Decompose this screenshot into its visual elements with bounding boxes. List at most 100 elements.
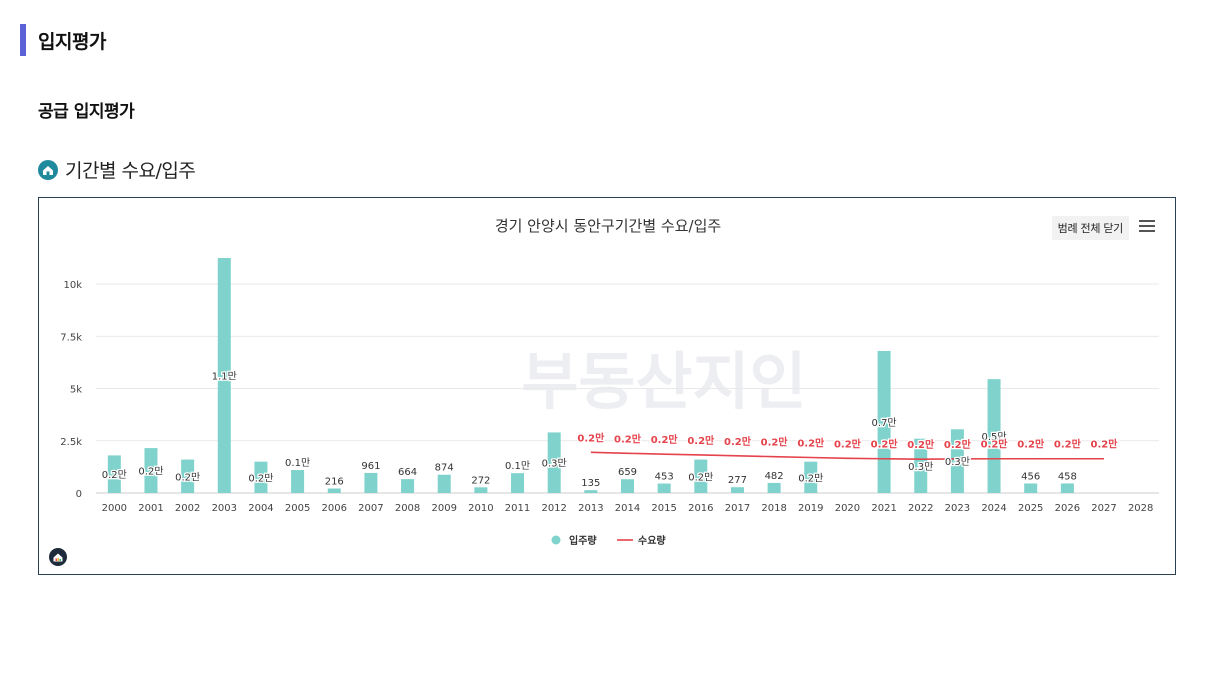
x-tick-label: 2019 [798,503,823,514]
bar[interactable] [730,487,744,493]
x-tick-label: 2014 [615,503,640,514]
x-tick-label: 2009 [431,503,456,514]
x-tick-label: 2020 [835,503,860,514]
bar[interactable] [1024,483,1038,493]
legend-marker-bar[interactable] [551,535,561,545]
bar[interactable] [327,488,341,493]
bar[interactable] [474,487,488,493]
bar-data-label: 453 [655,472,674,483]
bar[interactable] [914,438,928,493]
bar[interactable] [1060,483,1074,493]
bar[interactable] [950,429,964,493]
bar-data-label: 0.1만 [505,460,530,472]
watermark-text: 부동산지인 [521,345,806,418]
x-tick-label: 2018 [761,503,786,514]
x-tick-label: 2008 [395,503,420,514]
x-tick-label: 2023 [945,503,970,514]
y-tick-label: 0 [76,489,82,500]
x-tick-label: 2028 [1128,503,1153,514]
chart-title: 경기 안양시 동안구기간별 수요/입주 [495,217,721,235]
bar[interactable] [181,459,195,493]
bar[interactable] [217,258,231,493]
line-data-label: 0.2만 [907,438,935,451]
line-data-label: 0.2만 [651,433,679,446]
bar[interactable] [694,459,708,493]
legend-item-demand[interactable]: 수요량 [638,535,666,547]
x-tick-label: 2003 [212,503,237,514]
bar[interactable] [657,483,671,493]
y-tick-label: 10k [63,280,82,291]
bar[interactable] [877,350,891,493]
line-data-label: 0.2만 [797,436,825,449]
demand-line[interactable] [590,451,1105,460]
bar-data-label: 0.5만 [981,431,1006,443]
bar-data-label: 0.2만 [688,471,713,483]
bar[interactable] [767,482,781,493]
menu-icon[interactable] [1139,220,1155,234]
bar[interactable] [987,379,1001,493]
line-data-label: 0.2만 [724,435,752,448]
section-title: 입지평가 [38,30,106,53]
bar-data-label: 961 [361,461,380,472]
x-tick-label: 2016 [688,503,713,514]
x-tick-label: 2017 [725,503,750,514]
line-data-label: 0.2만 [761,436,789,449]
line-data-label: 0.2만 [834,437,862,450]
bar[interactable] [584,490,598,493]
bar[interactable] [621,479,634,493]
x-tick-label: 2000 [102,503,127,514]
x-tick-label: 2012 [541,503,566,514]
chart-canvas: 부동산지인 0.2만 0.2만 0.2만 1.1만 0.2만 0.1만 216 961 664 8… [60,217,1159,547]
bar-data-label: 0.2만 [175,471,200,483]
chart-container: 부동산지인 0.2만 0.2만 0.2만 1.1만 0.2만 0.1만 216 961 664 8… [38,197,1176,575]
chart-heading-text: 기간별 수요/입주 [65,160,196,182]
bar-data-label: 0.3만 [908,461,933,473]
x-tick-label: 2007 [358,503,383,514]
bar-data-label: 216 [325,476,344,487]
line-data-label: 0.2만 [1091,438,1119,451]
bar-data-label: 458 [1058,471,1077,482]
section-header: 입지평가 [20,24,106,56]
bar-data-label: 1.1만 [212,371,237,383]
bar-data-label: 874 [435,463,454,474]
bar[interactable] [401,479,415,493]
x-tick-label: 2005 [285,503,310,514]
bar[interactable] [254,461,268,493]
x-tick-label: 2001 [138,503,163,514]
line-data-label: 0.2만 [614,432,642,445]
x-tick-label: 2002 [175,503,200,514]
bar[interactable] [804,461,818,493]
x-tick-label: 2025 [1018,503,1043,514]
brand-logo-icon [49,548,67,566]
bar[interactable] [291,470,305,493]
x-tick-label: 2010 [468,503,493,514]
bar[interactable] [364,472,378,493]
bar-data-label: 0.3만 [542,458,567,470]
sub-title: 공급 입지평가 [38,102,135,122]
bar[interactable] [511,473,525,493]
bar-data-label: 0.7만 [872,417,897,429]
x-tick-label: 2006 [322,503,347,514]
x-tick-label: 2021 [871,503,896,514]
section-accent-bar [20,24,26,56]
line-data-label: 0.2만 [577,431,605,444]
x-tick-label: 2026 [1055,503,1080,514]
bar-data-label: 456 [1021,471,1040,482]
y-tick-label: 2.5k [60,437,82,448]
bar[interactable] [437,474,451,493]
chart-heading: 기간별 수요/입주 [38,156,196,183]
line-data-label: 0.2만 [871,438,899,451]
x-tick-label: 2004 [248,503,273,514]
x-tick-label: 2027 [1091,503,1116,514]
bar[interactable] [547,432,561,493]
line-data-label: 0.2만 [944,438,972,451]
line-data-label: 0.2만 [981,438,1009,451]
home-icon [38,159,58,180]
bar[interactable] [107,455,121,493]
bar-data-label: 277 [728,475,747,486]
bar[interactable] [144,448,158,493]
bar-data-label: 482 [765,471,784,482]
bar-data-label: 0.2만 [102,469,127,481]
legend-toggle-button[interactable]: 범례 전체 닫기 [1051,216,1129,240]
legend-item-supply[interactable]: 입주량 [569,534,597,547]
